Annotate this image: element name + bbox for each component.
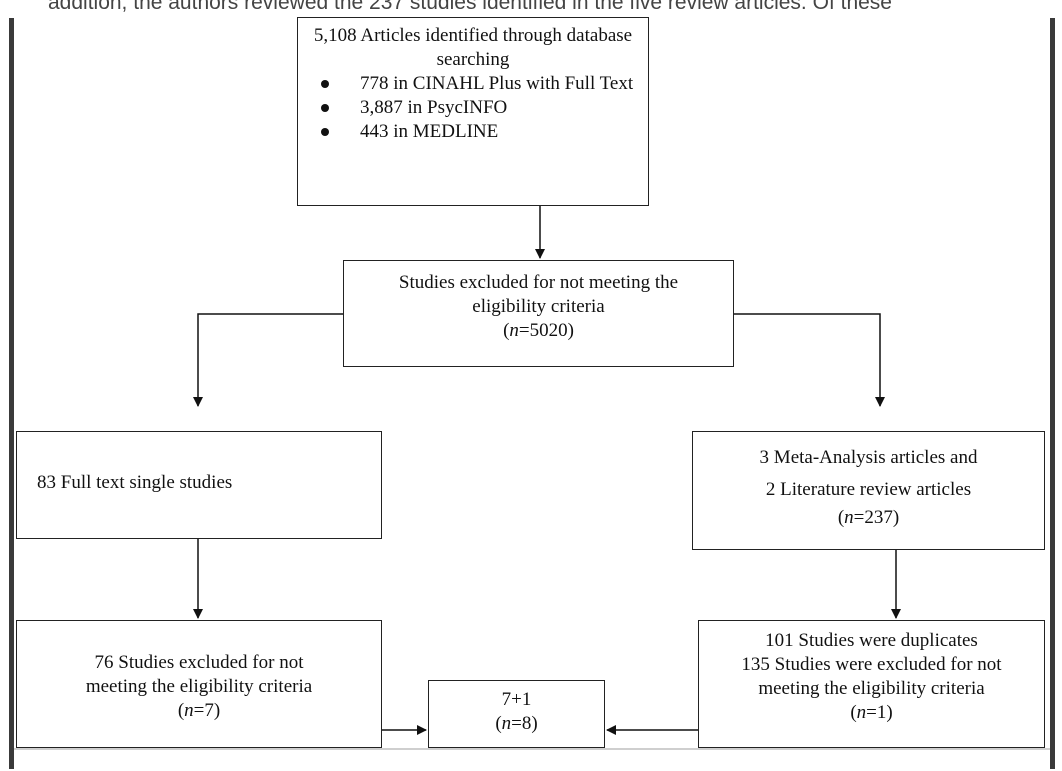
- meta-count-value: =237): [853, 507, 900, 528]
- left-bottom-count-open: (: [177, 700, 185, 721]
- final-included-box: 7+1 (n=8): [428, 680, 605, 748]
- source-cinahl: 778 in CINAHL Plus with Full Text: [308, 72, 648, 96]
- excluded-line2: eligibility criteria: [472, 296, 605, 317]
- excluded-studies-box: Studies excluded for not meeting the eli…: [343, 260, 734, 367]
- excluded-count: (n=5020): [344, 319, 733, 343]
- single-studies-label: 83 Full text single studies: [37, 472, 233, 493]
- right-bottom-line3: meeting the eligibility criteria: [758, 678, 985, 699]
- source-medline: 443 in MEDLINE: [308, 120, 648, 144]
- final-count-open: (: [495, 713, 502, 734]
- identified-title-line2: searching: [436, 49, 510, 70]
- single-excluded-box: 76 Studies excluded for not meeting the …: [16, 620, 382, 748]
- left-bottom-line1: 76 Studies excluded for not: [94, 652, 304, 673]
- arrow-excluded-to-meta: [734, 313, 885, 407]
- right-bottom-count-value: =1): [866, 702, 893, 723]
- meta-count-open: (: [837, 507, 845, 528]
- excluded-count-value: =5020): [518, 320, 574, 341]
- duplicates-excluded-box: 101 Studies were duplicates 135 Studies …: [698, 620, 1045, 748]
- meta-line2: 2 Literature review articles: [765, 479, 972, 500]
- left-bottom-count: (n=7): [17, 699, 381, 723]
- figure-frame: [9, 18, 1055, 769]
- final-line1: 7+1: [501, 689, 532, 710]
- left-bottom-count-var: n: [184, 700, 194, 721]
- right-bottom-count-open: (: [850, 702, 857, 723]
- left-bottom-line2: meeting the eligibility criteria: [85, 676, 313, 697]
- review-articles-box: 3 Meta-Analysis articles and 2 Literatur…: [692, 431, 1045, 550]
- excluded-count-open: (: [503, 320, 510, 341]
- meta-count-var: n: [844, 507, 854, 528]
- final-count-value: =8): [511, 713, 538, 734]
- right-bottom-count-var: n: [856, 702, 867, 723]
- excluded-line1: Studies excluded for not meeting the: [398, 272, 679, 293]
- database-source-list: 778 in CINAHL Plus with Full Text 3,887 …: [298, 72, 648, 144]
- single-studies-box: 83 Full text single studies: [16, 431, 382, 539]
- identified-title-line1: 5,108 Articles identified through databa…: [313, 25, 633, 46]
- arrow-excluded-to-single: [193, 313, 343, 407]
- right-bottom-line2: 135 Studies were excluded for not: [741, 654, 1002, 675]
- identified-articles-box: 5,108 Articles identified through databa…: [297, 17, 649, 206]
- final-count: (n=8): [429, 712, 604, 736]
- excluded-count-var: n: [509, 320, 519, 341]
- meta-line1: 3 Meta-Analysis articles and: [759, 447, 978, 468]
- bottom-page-strip: [14, 748, 1050, 771]
- final-count-var: n: [501, 713, 512, 734]
- meta-count: (n=237): [693, 506, 1044, 530]
- source-psycinfo: 3,887 in PsycINFO: [308, 96, 648, 120]
- left-bottom-count-value: =7): [193, 700, 221, 721]
- right-bottom-line1: 101 Studies were duplicates: [765, 630, 978, 651]
- cut-off-body-text: addition, the authors reviewed the 237 s…: [48, 0, 892, 14]
- right-bottom-count: (n=1): [699, 701, 1044, 725]
